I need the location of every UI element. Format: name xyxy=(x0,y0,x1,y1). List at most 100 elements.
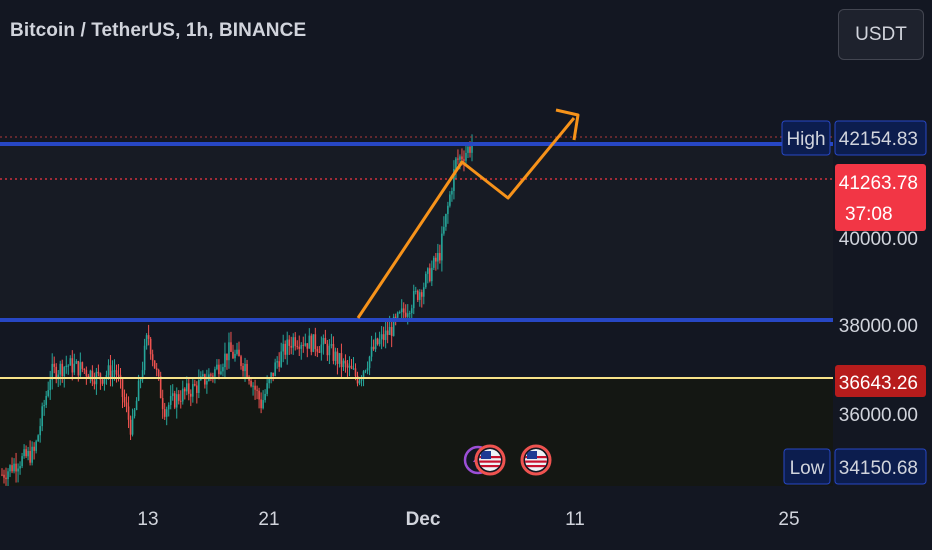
candle xyxy=(288,339,291,346)
candle xyxy=(318,351,321,353)
candle xyxy=(330,344,333,346)
candle xyxy=(322,337,325,345)
candle xyxy=(280,351,282,367)
candle xyxy=(376,338,379,345)
currency-selector-button[interactable]: USDT xyxy=(838,9,924,60)
candle xyxy=(1,474,3,476)
candle xyxy=(336,351,339,364)
candle xyxy=(352,368,355,370)
candle xyxy=(165,409,168,417)
projection-arrow xyxy=(356,117,576,319)
candle xyxy=(135,400,138,410)
candle xyxy=(354,368,357,376)
candle xyxy=(422,287,425,297)
candle xyxy=(181,388,184,402)
candle xyxy=(467,146,469,153)
candle xyxy=(451,190,453,195)
candle xyxy=(81,362,84,369)
candle xyxy=(445,213,447,227)
candle xyxy=(400,308,403,313)
candle xyxy=(366,368,369,371)
candle xyxy=(133,409,136,417)
candle xyxy=(29,450,31,463)
candle xyxy=(286,339,289,355)
candle xyxy=(163,409,166,417)
candle xyxy=(67,365,70,367)
candle xyxy=(175,394,178,408)
candle xyxy=(35,441,37,451)
candle xyxy=(121,379,124,397)
candle xyxy=(420,292,423,297)
candle xyxy=(127,406,130,420)
candle xyxy=(412,291,415,309)
candle xyxy=(298,346,301,349)
candle xyxy=(19,466,21,469)
candle xyxy=(258,390,260,400)
candle xyxy=(210,374,212,376)
candle xyxy=(220,371,222,375)
candle xyxy=(143,345,146,371)
candle xyxy=(63,367,66,377)
current-price-tag xyxy=(835,164,926,231)
candle xyxy=(111,370,114,379)
candle xyxy=(414,290,417,292)
candle xyxy=(296,346,299,348)
candle xyxy=(75,361,78,364)
x-tick-label: Dec xyxy=(406,509,441,530)
candle xyxy=(161,398,164,410)
candle xyxy=(304,343,307,346)
candle xyxy=(238,349,240,357)
time-axis[interactable] xyxy=(0,486,932,550)
candle xyxy=(105,375,108,379)
candle xyxy=(222,367,224,372)
candle xyxy=(55,366,58,380)
candle xyxy=(198,379,200,393)
candle xyxy=(218,364,220,375)
candle xyxy=(101,379,104,384)
candle xyxy=(77,361,80,376)
candle xyxy=(57,374,60,380)
candle xyxy=(45,395,47,405)
candle xyxy=(439,253,441,261)
candle xyxy=(117,374,120,376)
low-value-tag xyxy=(834,448,927,485)
candle xyxy=(384,330,387,341)
candle xyxy=(410,308,413,314)
high-value: 42154.83 xyxy=(839,129,918,150)
candle xyxy=(65,365,68,368)
candle xyxy=(332,344,335,361)
candle xyxy=(447,205,449,214)
candle xyxy=(314,334,317,350)
candle xyxy=(185,383,188,392)
price-axis[interactable] xyxy=(833,0,932,486)
candle xyxy=(326,343,329,356)
x-tick-label: 13 xyxy=(137,509,158,530)
high-label-tag xyxy=(781,120,831,156)
candle xyxy=(392,316,395,336)
candle xyxy=(429,268,431,282)
candle xyxy=(79,362,82,376)
candle xyxy=(196,385,198,393)
candle xyxy=(469,146,471,153)
candle xyxy=(461,156,463,160)
candle xyxy=(374,338,377,350)
candle xyxy=(378,339,381,345)
candle xyxy=(99,373,102,380)
x-tick-label: 21 xyxy=(258,509,279,530)
candle xyxy=(449,194,451,206)
candle xyxy=(61,363,64,377)
us-flag-icon[interactable] xyxy=(474,444,506,476)
candle xyxy=(190,393,192,397)
candle xyxy=(228,342,230,361)
candle xyxy=(356,375,359,384)
candle xyxy=(9,465,11,472)
candle xyxy=(206,380,208,385)
candle xyxy=(310,335,313,352)
candle xyxy=(252,385,254,387)
candle xyxy=(459,156,461,160)
candle xyxy=(425,273,427,288)
candle xyxy=(214,369,216,377)
candle xyxy=(372,346,375,350)
us-flag-icon[interactable] xyxy=(520,444,552,476)
